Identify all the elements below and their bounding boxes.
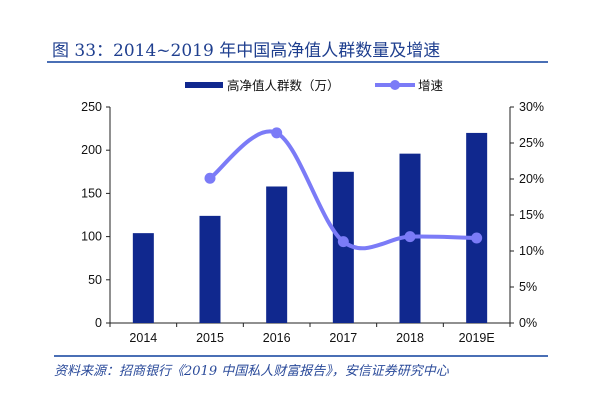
left-tick-label: 250: [81, 100, 102, 114]
bar-2014: [132, 233, 154, 323]
right-tick-label: 0%: [519, 316, 537, 330]
x-tick-label: 2017: [329, 331, 357, 345]
growth-point: [471, 232, 483, 244]
left-tick-label: 100: [81, 230, 102, 244]
growth-point: [271, 127, 283, 139]
left-tick-label: 0: [95, 316, 102, 330]
bar-2015: [199, 215, 221, 323]
right-tick-label: 5%: [519, 280, 537, 294]
bar-2016: [266, 186, 288, 323]
left-tick-label: 200: [81, 143, 102, 157]
right-tick-label: 15%: [519, 208, 544, 222]
bar-2019E: [466, 132, 488, 323]
legend-line-label: 增速: [418, 78, 444, 93]
x-tick-label: 2019E: [459, 331, 495, 345]
x-tick-label: 2015: [196, 331, 224, 345]
legend-bar-swatch: [185, 82, 223, 88]
right-tick-label: 10%: [519, 244, 544, 258]
legend-bar-label: 高净值人群数（万）: [227, 78, 340, 93]
figure-title: 图 33：2014~2019 年中国高净值人群数量及增速: [52, 41, 441, 61]
growth-point: [204, 172, 216, 184]
growth-point: [404, 231, 416, 243]
x-tick-label: 2014: [129, 331, 157, 345]
x-tick-label: 2016: [263, 331, 291, 345]
x-tick-label: 2018: [396, 331, 424, 345]
left-tick-label: 50: [88, 273, 102, 287]
left-tick-label: 150: [81, 186, 102, 200]
source-note: 资料来源：招商银行《2019 中国私人财富报告》，安信证券研究中心: [54, 364, 449, 379]
source-rule: [54, 355, 548, 357]
right-tick-label: 30%: [519, 100, 544, 114]
growth-point: [337, 236, 349, 248]
right-tick-label: 25%: [519, 136, 544, 150]
title-rule: [47, 61, 548, 63]
right-tick-label: 20%: [519, 172, 544, 186]
bar-2017: [332, 171, 354, 323]
legend-line-marker: [390, 80, 400, 90]
